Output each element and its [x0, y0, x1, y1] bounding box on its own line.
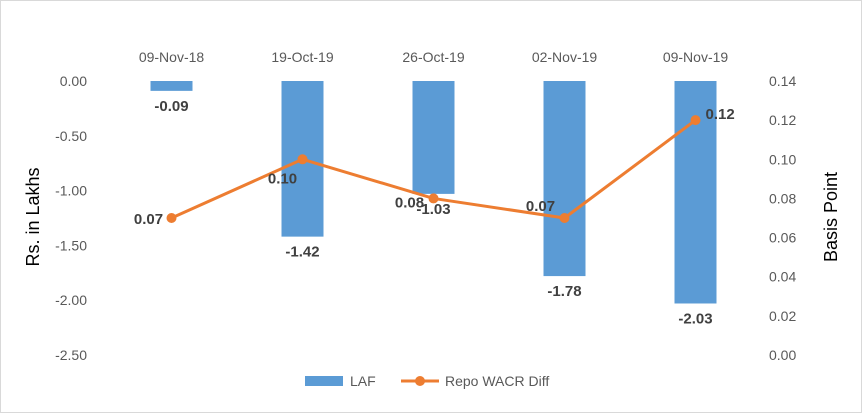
- laf-bar: [412, 81, 455, 194]
- repo-wacr-data-label: 0.07: [134, 211, 163, 228]
- legend: LAF Repo WACR Diff: [305, 373, 549, 389]
- right-axis-title: Basis Point: [821, 172, 841, 262]
- repo-wacr-data-label: 0.12: [706, 106, 735, 123]
- laf-bar: [150, 81, 193, 91]
- laf-data-label: -2.03: [678, 310, 712, 327]
- laf-bar: [543, 81, 586, 277]
- left-tick-label: 0.00: [60, 73, 87, 89]
- laf-data-label: -1.78: [547, 283, 581, 300]
- repo-wacr-data-label: 0.07: [526, 198, 555, 215]
- legend-laf-swatch: [305, 376, 343, 386]
- category-label: 09-Nov-19: [663, 49, 729, 65]
- category-label: 09-Nov-18: [139, 49, 205, 65]
- laf-data-label: -1.42: [285, 244, 319, 261]
- laf-data-label: -0.09: [154, 98, 188, 115]
- left-tick-label: -0.50: [55, 128, 87, 144]
- right-tick-label: 0.08: [769, 190, 796, 206]
- left-tick-label: -1.00: [55, 183, 87, 199]
- legend-repo-label: Repo WACR Diff: [445, 373, 549, 389]
- left-axis-title: Rs. in Lakhs: [23, 167, 43, 266]
- category-axis: 09-Nov-18 19-Oct-19 26-Oct-19 02-Nov-19 09-N…: [139, 49, 729, 65]
- repo-wacr-data-label: 0.08: [395, 194, 424, 211]
- laf-bars: [150, 81, 717, 304]
- repo-wacr-point: [166, 213, 177, 223]
- left-tick-label: -1.50: [55, 237, 87, 253]
- right-tick-label: 0.04: [769, 269, 796, 285]
- data-labels: -0.09 -1.42 -1.03 -1.78 -2.03 0.07 0.10 0.08 0.0…: [134, 98, 735, 328]
- legend-repo-swatch-marker: [415, 376, 425, 386]
- left-tick-label: -2.50: [55, 347, 87, 363]
- right-axis: 0.14 0.12 0.10 0.08 0.06 0.04 0.02 0.00: [769, 73, 796, 363]
- legend-laf-label: LAF: [350, 373, 376, 389]
- left-axis: 0.00 -0.50 -1.00 -1.50 -2.00 -2.50: [55, 73, 87, 363]
- right-tick-label: 0.14: [769, 73, 796, 89]
- right-tick-label: 0.06: [769, 230, 796, 246]
- repo-wacr-data-label: 0.10: [268, 170, 297, 187]
- left-tick-label: -2.00: [55, 292, 87, 308]
- repo-wacr-point: [559, 213, 570, 223]
- category-label: 19-Oct-19: [271, 49, 333, 65]
- laf-data-label: -1.03: [416, 201, 450, 218]
- repo-wacr-line: [166, 115, 701, 223]
- right-tick-label: 0.02: [769, 308, 796, 324]
- category-label: 26-Oct-19: [402, 49, 464, 65]
- repo-wacr-point: [428, 193, 439, 204]
- repo-wacr-point: [690, 115, 701, 126]
- right-tick-label: 0.00: [769, 347, 796, 363]
- right-tick-label: 0.12: [769, 112, 796, 128]
- right-tick-label: 0.10: [769, 151, 796, 167]
- repo-wacr-point: [297, 154, 308, 165]
- category-label: 02-Nov-19: [532, 49, 598, 65]
